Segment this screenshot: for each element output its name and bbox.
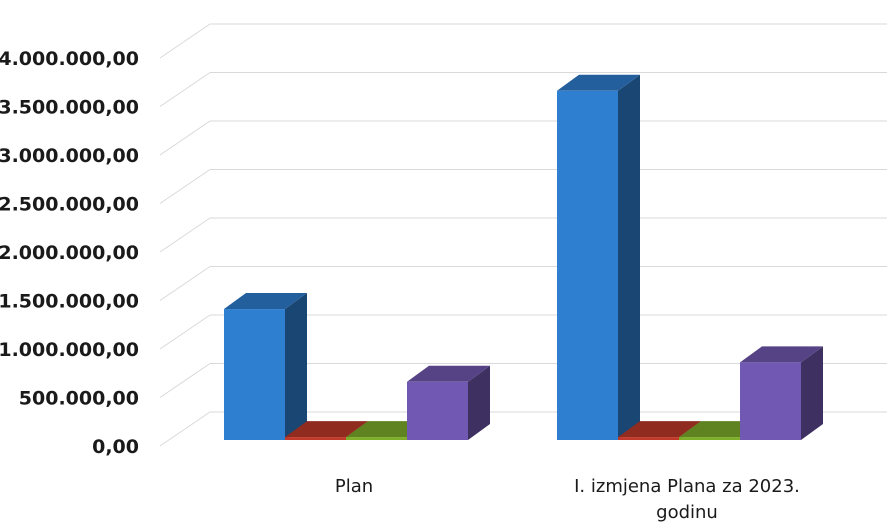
bar (740, 346, 823, 440)
gridline-depth (159, 120, 211, 156)
y-tick-label: 3.500.000,00 (0, 97, 139, 119)
bar-top (224, 293, 307, 310)
bar-side (618, 74, 640, 441)
y-tick-label: 2.000.000,00 (0, 242, 139, 264)
gridline-depth (159, 363, 211, 398)
bar-top (285, 421, 368, 438)
bar-side (285, 293, 307, 440)
gridline-depth (159, 23, 211, 59)
gridline-depth (159, 72, 211, 107)
bar-top (740, 346, 823, 363)
bar-top (407, 365, 490, 382)
category-label: Plan (335, 476, 373, 497)
y-tick-label: 1.000.000,00 (0, 339, 139, 361)
y-tick-label: 0,00 (92, 436, 139, 458)
gridline-depth (159, 169, 211, 204)
category-label-line: godinu (656, 502, 718, 522)
y-tick-label: 4.000.000,00 (0, 48, 139, 70)
bar-front (557, 90, 618, 441)
gridline-depth (159, 217, 211, 253)
y-axis-tick-labels: 0,00 500.000,00 1.000.000,00 1.500.000,00 2.… (0, 48, 139, 458)
bar-front (285, 437, 346, 440)
bar-front (346, 437, 407, 440)
bar-front (618, 437, 679, 440)
bars (224, 74, 823, 441)
bar-front (407, 381, 468, 440)
bar (557, 74, 640, 441)
gridline-depth (159, 411, 211, 447)
bar-front (224, 309, 285, 440)
category-label: I. izmjena Plana za 2023. godinu (574, 476, 800, 522)
y-tick-label: 1.500.000,00 (0, 291, 139, 313)
category-label-line: Plan (335, 476, 373, 497)
bar-top (557, 74, 640, 91)
bar-front (679, 437, 740, 440)
y-tick-label: 500.000,00 (19, 388, 139, 410)
bar (407, 365, 490, 440)
bar-side (468, 365, 490, 440)
gridline-depth (159, 314, 211, 350)
y-tick-label: 2.500.000,00 (0, 194, 139, 216)
gridlines (159, 23, 887, 447)
x-axis-category-labels: Plan I. izmjena Plana za 2023. godinu (335, 476, 800, 522)
bar (224, 293, 307, 440)
bar-front (740, 362, 801, 440)
bar-side (801, 346, 823, 440)
bar-top (618, 421, 701, 438)
gridline-depth (159, 266, 211, 301)
y-tick-label: 3.000.000,00 (0, 145, 139, 167)
category-label-line: I. izmjena Plana za 2023. (574, 476, 800, 497)
